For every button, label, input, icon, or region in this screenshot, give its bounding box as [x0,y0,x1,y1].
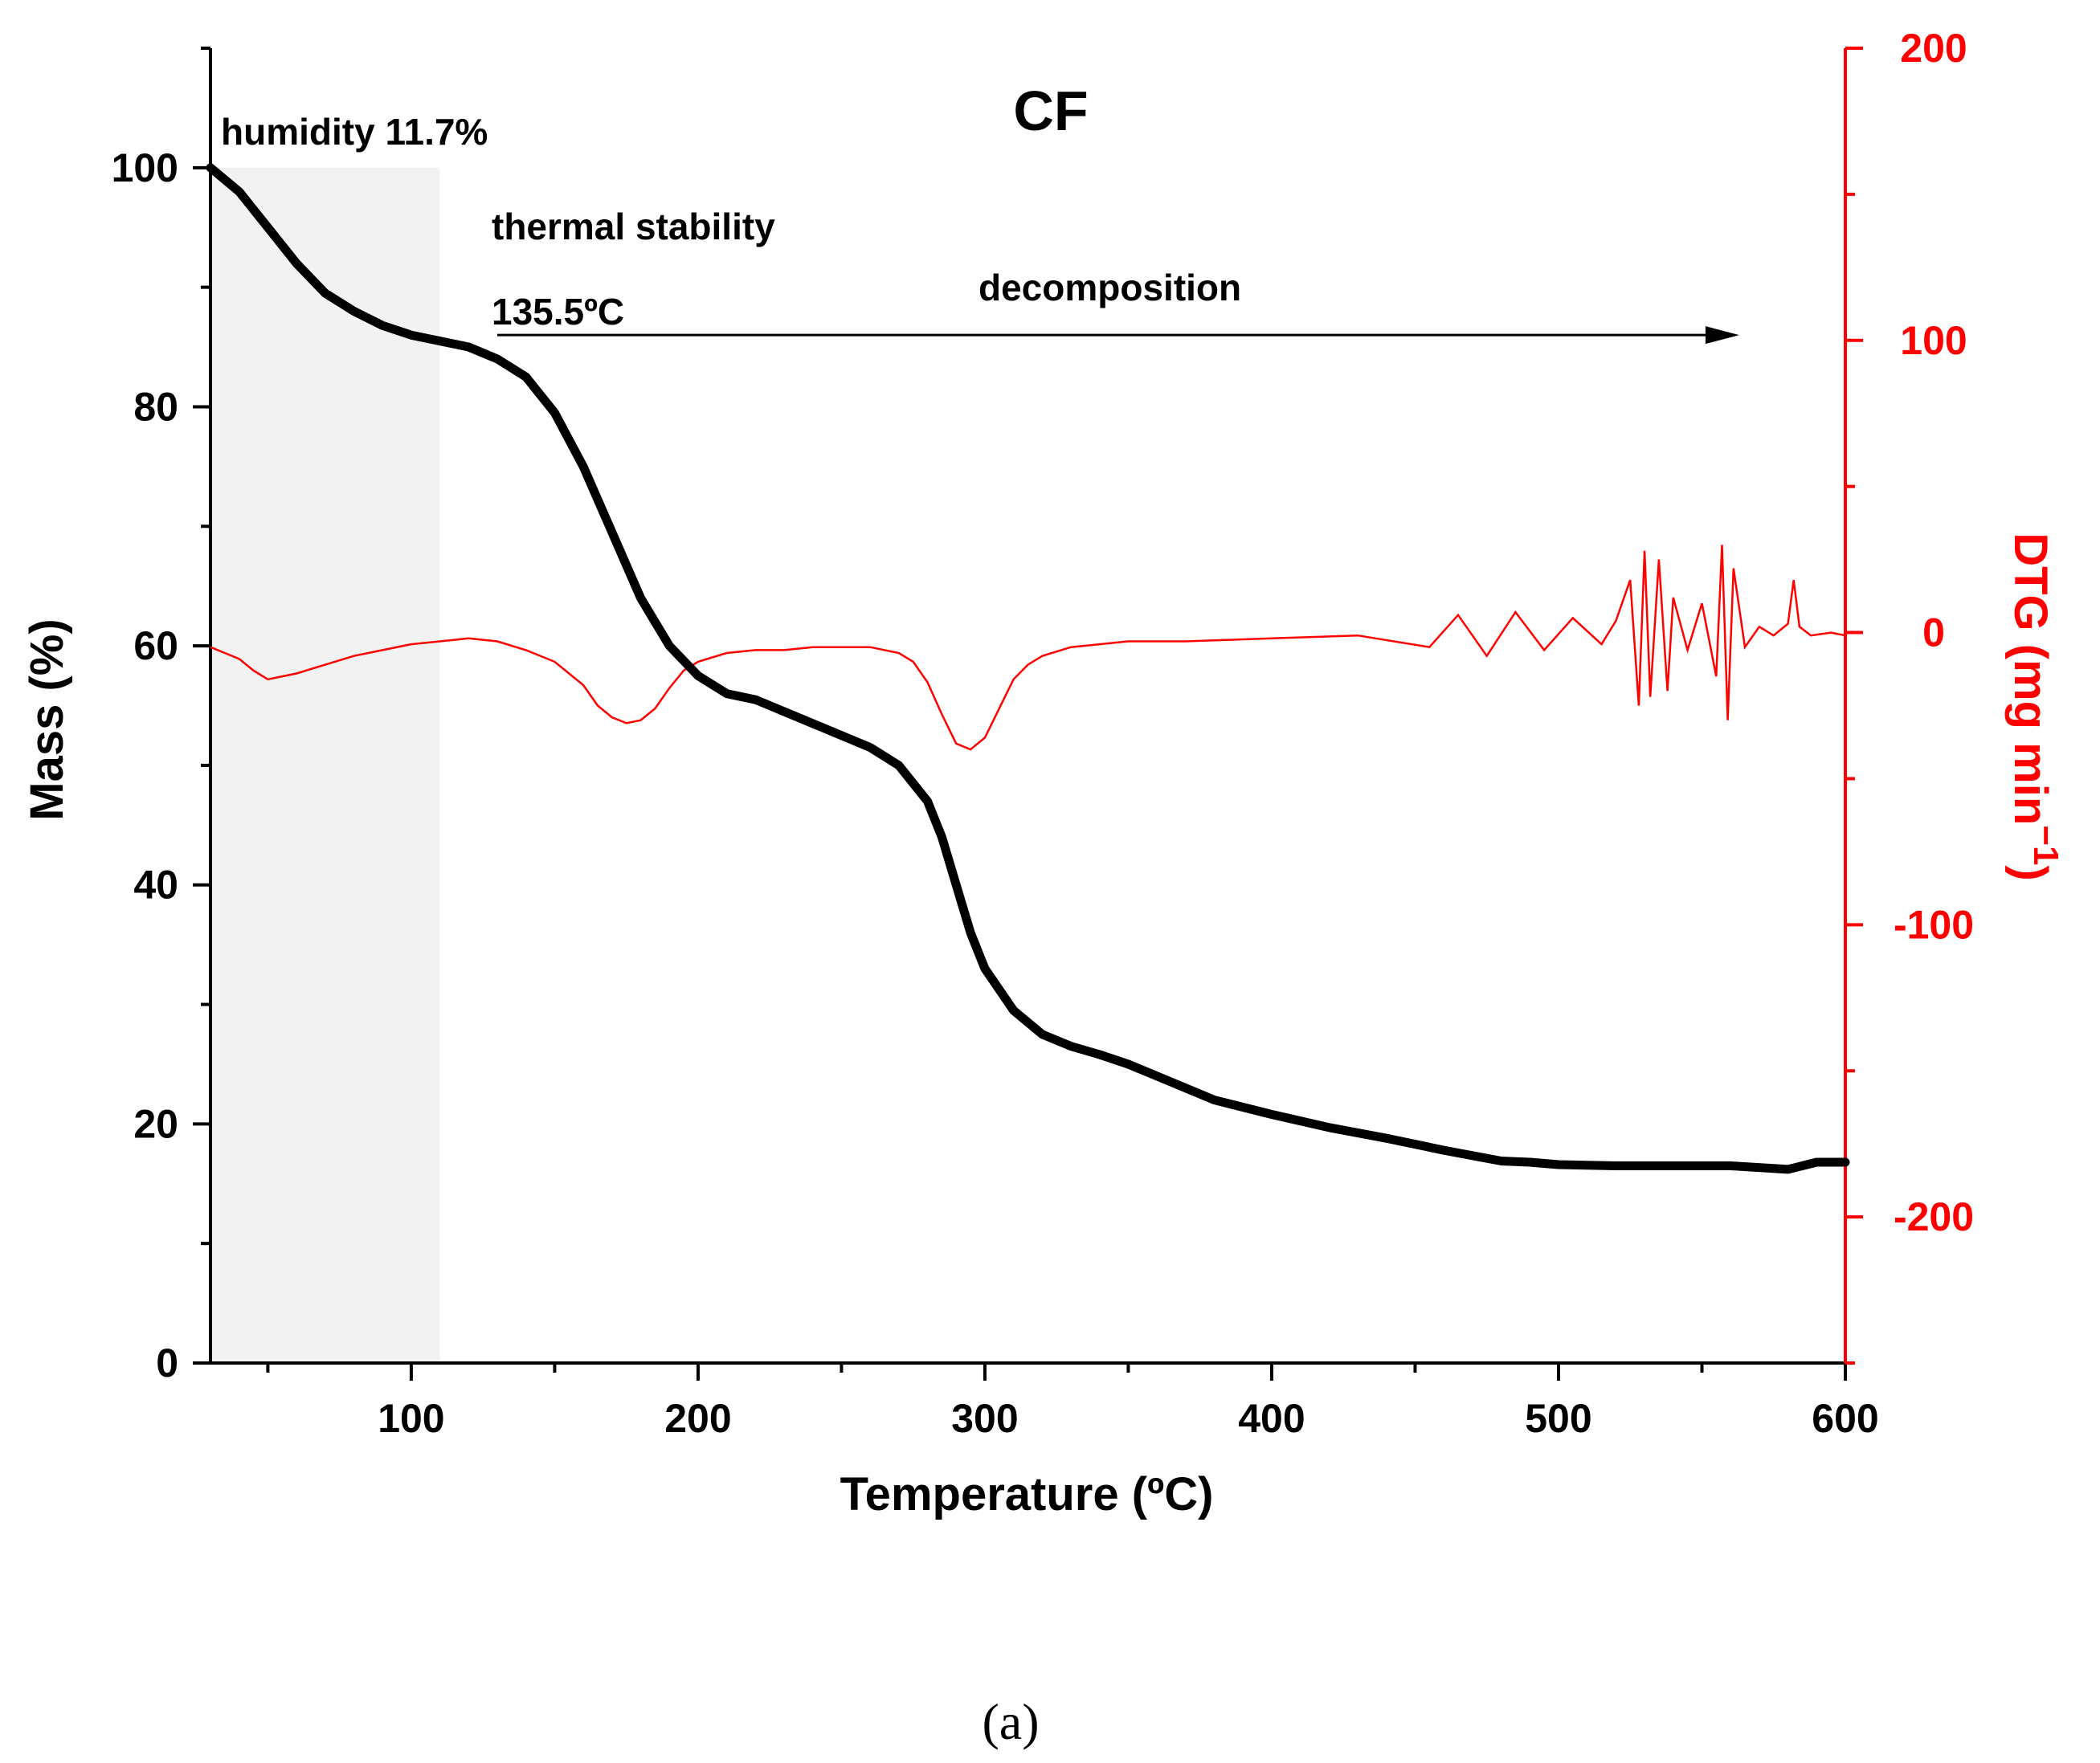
left-y-tick-label: 0 [156,1341,178,1386]
left-y-tick-label: 80 [133,384,178,429]
left-y-tick-label: 20 [133,1101,178,1146]
decomposition-annotation: decomposition [979,267,1241,308]
right-y-tick-label: 100 [1900,318,1967,363]
right-y-axis-title-close: ) [2004,865,2057,880]
dtg-series-line [210,545,1846,751]
right-y-tick-label: -100 [1894,902,1974,947]
x-axis-ticks: 100 200 300 400 500 600 [266,1363,1879,1441]
x-tick-label: 200 [664,1396,731,1441]
x-tick-label: 400 [1238,1396,1305,1441]
right-y-axis-title-main: DTG (mg min [2004,533,2057,825]
x-tick-label: 500 [1525,1396,1591,1441]
right-y-tick-label: 0 [1922,610,1945,655]
x-tick-label: 300 [951,1396,1018,1441]
x-axis-title: Temperature (ºC) [840,1468,1214,1520]
right-y-axis-title-superscript: −1 [2026,825,2065,865]
onset-temperature-annotation: 135.5ºC [492,291,624,333]
x-tick-label: 600 [1812,1396,1878,1441]
thermal-stability-annotation: thermal stability [492,206,775,247]
right-y-axis-title: DTG (mg min−1) [2004,533,2065,881]
humidity-annotation: humidity 11.7% [221,111,488,153]
left-y-tick-label: 40 [133,863,178,908]
right-y-tick-label: -200 [1894,1194,1974,1239]
left-y-axis-title: Mass (%) [21,618,73,820]
x-tick-label: 100 [378,1396,444,1441]
right-y-tick-label: 200 [1900,26,1967,71]
figure-caption: (a) [982,1693,1039,1750]
decomposition-arrow-head [1705,326,1739,345]
left-y-tick-label: 100 [112,145,178,190]
right-y-axis-ticks: -200 -100 0 100 200 [1845,26,1974,1365]
chart-title: CF [1013,80,1088,142]
humidity-shaded-region [212,167,440,1362]
axes [209,48,1847,1365]
left-y-axis-ticks: 0 20 40 60 80 100 [112,47,210,1386]
left-y-tick-label: 60 [133,623,178,668]
mass-series-line [206,163,1850,1174]
